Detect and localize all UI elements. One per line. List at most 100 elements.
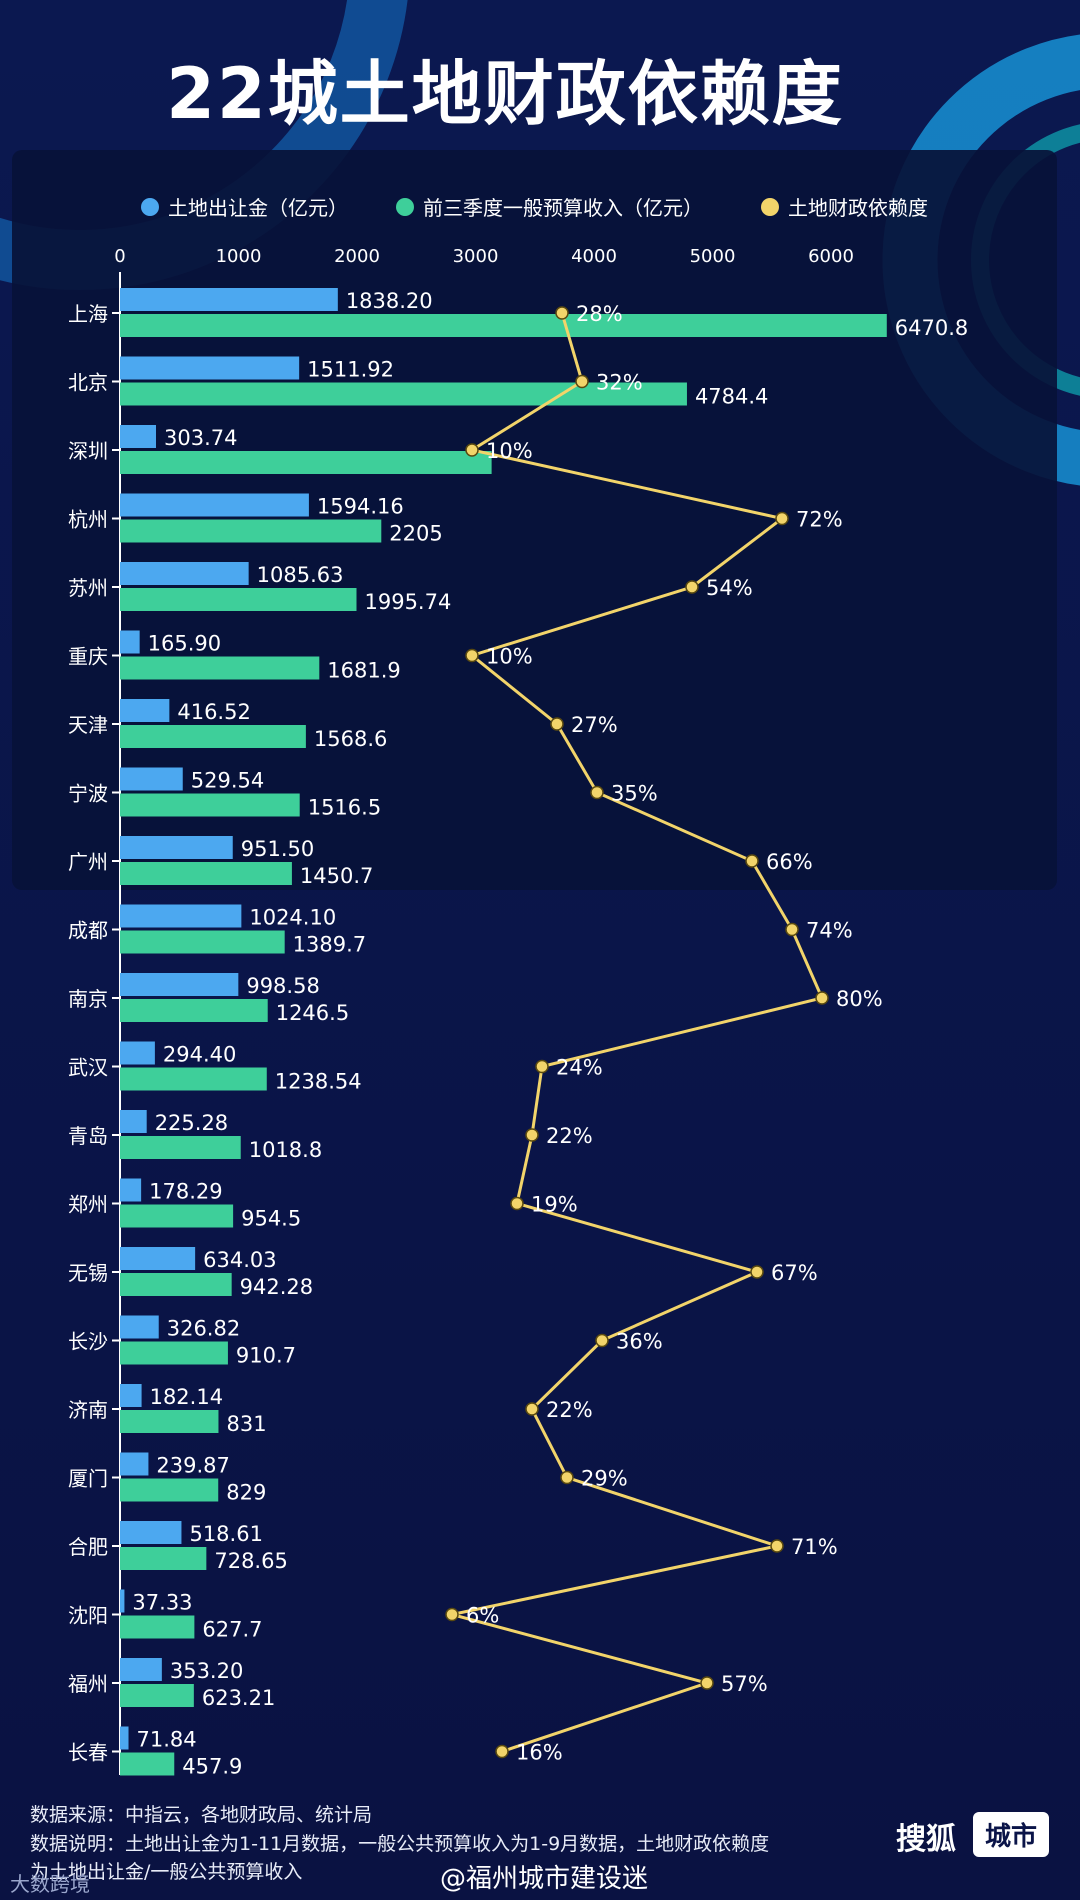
bar-budget xyxy=(120,725,306,748)
x-tick-label: 6000 xyxy=(808,246,854,267)
x-tick-label: 0 xyxy=(114,246,125,267)
bar-budget-label: 910.7 xyxy=(236,1344,296,1368)
ratio-label: 66% xyxy=(766,850,813,874)
bar-land xyxy=(120,1658,162,1681)
bar-land xyxy=(120,630,140,654)
footer-source: 数据来源：中指云，各地财政局、统计局 xyxy=(30,1804,373,1826)
ratio-label: 32% xyxy=(596,371,643,395)
bar-budget-label: 1238.54 xyxy=(275,1070,362,1094)
ratio-label: 67% xyxy=(771,1261,818,1285)
category-label: 青岛 xyxy=(68,1124,108,1148)
ratio-label: 24% xyxy=(556,1056,603,1080)
bar-land-label: 178.29 xyxy=(149,1180,222,1204)
bar-land-label: 634.03 xyxy=(203,1248,276,1272)
ratio-label: 6% xyxy=(466,1604,499,1628)
ratio-label: 80% xyxy=(836,987,883,1011)
category-label: 北京 xyxy=(68,371,108,395)
bar-land xyxy=(120,288,338,311)
ratio-point xyxy=(815,991,829,1005)
category-label: 宁波 xyxy=(68,782,108,806)
category-label: 成都 xyxy=(68,919,108,943)
ratio-point xyxy=(445,1607,459,1622)
bar-budget-label: 623.21 xyxy=(202,1686,275,1710)
bar-budget-label: 831 xyxy=(226,1412,266,1436)
bar-budget xyxy=(120,1341,228,1365)
brand-tag: 城市 xyxy=(973,1812,1050,1857)
bar-budget xyxy=(120,314,887,337)
bar-land-label: 294.40 xyxy=(163,1043,236,1067)
ratio-label: 72% xyxy=(796,508,843,532)
bar-land-label: 1838.20 xyxy=(346,289,433,313)
bar-budget xyxy=(120,999,268,1022)
footer-note-2: 为土地出让金/一般公共预算收入 xyxy=(30,1861,303,1883)
bar-land xyxy=(120,1384,142,1407)
bar-land xyxy=(120,1247,196,1270)
ratio-label: 71% xyxy=(791,1535,838,1559)
ratio-point xyxy=(465,648,479,663)
x-tick-label: 1000 xyxy=(216,246,262,267)
ratio-label: 27% xyxy=(571,713,618,737)
bar-budget xyxy=(120,451,492,474)
bar-budget-label: 942.28 xyxy=(240,1275,313,1299)
bar-budget xyxy=(120,588,357,611)
bar-land-label: 998.58 xyxy=(246,974,319,998)
ratio-point xyxy=(555,306,569,320)
ratio-line-path xyxy=(451,312,825,1753)
ratio-label: 35% xyxy=(611,782,658,806)
bar-budget xyxy=(120,1684,194,1707)
bar-budget xyxy=(120,1136,241,1159)
bar-budget xyxy=(120,930,285,954)
bar-budget xyxy=(120,382,687,406)
ratio-point xyxy=(525,1128,539,1142)
bar-land-label: 71.84 xyxy=(137,1728,197,1752)
bar-land xyxy=(120,1452,149,1476)
legend-label: 土地财政依赖度 xyxy=(788,196,928,220)
bar-budget-label: 457.9 xyxy=(182,1755,242,1779)
bar-budget-label: 4784.4 xyxy=(695,385,768,409)
ratio-point xyxy=(775,511,789,526)
ratio-point xyxy=(590,785,604,800)
bar-budget-label: 1450.7 xyxy=(300,864,373,888)
bar-land xyxy=(120,425,156,448)
watermark-left: 大数跨境 xyxy=(10,1872,90,1896)
ratio-point xyxy=(685,580,699,594)
bar-land xyxy=(120,493,309,517)
bar-land-label: 303.74 xyxy=(164,426,237,450)
bar-budget-label: 1995.74 xyxy=(364,590,451,614)
ratio-label: 16% xyxy=(516,1741,563,1765)
category-label: 郑州 xyxy=(68,1193,108,1217)
bar-budget-label: 1018.8 xyxy=(249,1138,322,1162)
bar-land xyxy=(120,1315,159,1339)
ratio-label: 22% xyxy=(546,1398,593,1422)
bar-budget-label: 728.65 xyxy=(214,1549,287,1573)
bar-budget-label: 1681.9 xyxy=(327,659,400,683)
bar-budget xyxy=(120,1067,267,1091)
ratio-point xyxy=(560,1470,574,1485)
legend-label: 前三季度一般预算收入（亿元） xyxy=(423,196,703,220)
ratio-point xyxy=(770,1539,784,1553)
bar-land xyxy=(120,904,242,928)
bar-budget-label: 2205 xyxy=(389,522,442,546)
bar-land-label: 37.33 xyxy=(132,1591,192,1615)
category-label: 上海 xyxy=(68,302,108,326)
category-label: 天津 xyxy=(68,713,108,737)
category-label: 长沙 xyxy=(68,1330,108,1354)
category-label: 无锡 xyxy=(68,1261,108,1285)
bar-land-label: 518.61 xyxy=(189,1522,262,1546)
bar-land-label: 1594.16 xyxy=(317,495,404,519)
category-label: 济南 xyxy=(68,1398,108,1422)
ratio-point xyxy=(550,717,564,731)
bar-budget xyxy=(120,1615,195,1639)
x-tick-label: 3000 xyxy=(453,246,499,267)
bar-land-label: 165.90 xyxy=(148,632,221,656)
bar-land xyxy=(120,1589,125,1613)
bar-budget xyxy=(120,1410,219,1433)
category-label: 重庆 xyxy=(68,645,108,669)
category-label: 广州 xyxy=(68,850,108,874)
bar-land xyxy=(120,1726,129,1750)
x-tick-label: 4000 xyxy=(571,246,617,267)
bar-budget xyxy=(120,656,320,680)
bar-land xyxy=(120,1521,182,1544)
legend-label: 土地出让金（亿元） xyxy=(168,196,348,220)
category-label: 福州 xyxy=(68,1672,108,1696)
